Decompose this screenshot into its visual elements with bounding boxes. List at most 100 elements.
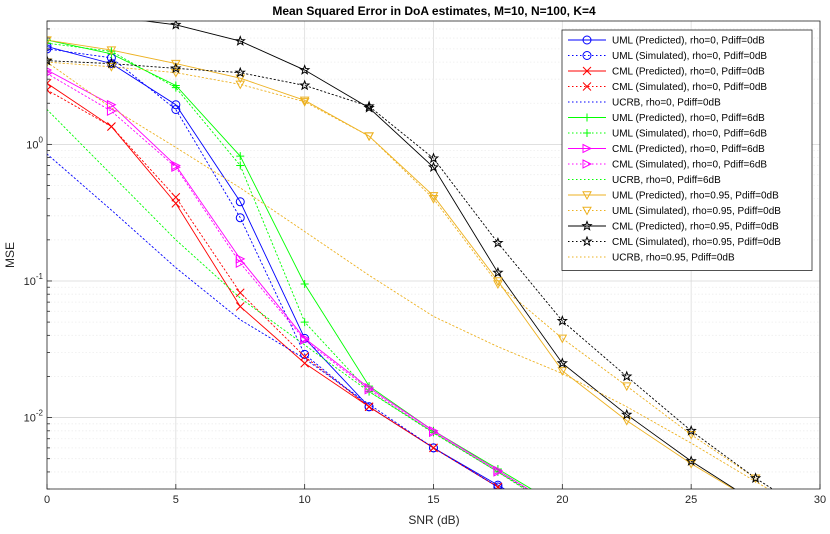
- series-14-point: [170, 62, 182, 74]
- series-11-point: [428, 192, 439, 201]
- legend-marker: [582, 51, 592, 60]
- series-8-point: [106, 99, 117, 110]
- series-14-point: [621, 370, 633, 382]
- series-12-point: [493, 280, 503, 290]
- series-2-point: [235, 213, 245, 223]
- series-4-point: [300, 352, 310, 361]
- series-4-point: [171, 192, 181, 202]
- legend-marker: [583, 113, 591, 122]
- x-axis-label: SNR (dB): [408, 513, 459, 527]
- series-12-point: [170, 68, 181, 78]
- y-axis-label: MSE: [3, 242, 17, 268]
- legend-entry: CML (Simulated), rho=0, Pdiff=0dB: [612, 82, 767, 93]
- series-7-point: [171, 83, 180, 92]
- legend-box: [561, 29, 813, 271]
- legend-entry: CML (Predicted), rho=0, Pdiff=0dB: [612, 67, 765, 78]
- legend-entry: CML (Predicted), rho=0.95, Pdiff=0dB: [612, 222, 779, 233]
- series-9-point: [106, 106, 117, 116]
- legend-marker: [582, 191, 592, 201]
- legend-entry: UML (Predicted), rho=0, Pdiff=6dB: [612, 113, 765, 124]
- x-tick-label: 5: [173, 494, 179, 506]
- y-tick-exponent: 0: [39, 135, 44, 144]
- legend-marker: [581, 235, 593, 247]
- series-14-point: [685, 424, 697, 436]
- legend: UML (Predicted), rho=0, Pdiff=0dB UML (Si…: [561, 29, 813, 271]
- series-line-11: [47, 39, 735, 489]
- x-tick-label: 25: [685, 494, 697, 506]
- series-12-point: [621, 382, 632, 392]
- series-13-point: [299, 64, 311, 75]
- series-9-point: [429, 427, 439, 438]
- series-4-point: [47, 85, 52, 95]
- series-2-point: [364, 402, 374, 412]
- legend-entry: UCRB, rho=0, Pdiff=6dB: [612, 175, 721, 186]
- legend-marker: [582, 35, 592, 45]
- legend-entry: UML (Predicted), rho=0, Pdiff=0dB: [612, 36, 765, 47]
- y-tick-base: 10: [24, 413, 36, 425]
- series-3-point: [300, 358, 310, 368]
- series-4-point: [429, 443, 438, 453]
- y-tick-exponent: -1: [36, 272, 44, 281]
- series-7-point: [236, 161, 245, 170]
- series-14-point: [556, 314, 568, 326]
- series-3-point: [47, 78, 52, 88]
- series-2-point: [47, 44, 52, 54]
- series-12-point: [428, 195, 439, 204]
- series-4-point: [107, 122, 116, 131]
- series-1-point: [47, 42, 52, 52]
- series-line-2: [47, 48, 502, 489]
- series-line-10: [47, 109, 526, 489]
- series-11-point: [106, 46, 117, 56]
- legend-entry: UML (Simulated), rho=0, Pdiff=0dB: [612, 51, 767, 62]
- series-12-point: [299, 98, 310, 107]
- series-14-point: [427, 152, 440, 164]
- legend-marker: [582, 159, 593, 169]
- series-9-point: [235, 258, 246, 268]
- legend-entry: CML (Simulated), rho=0, Pdiff=6dB: [612, 160, 767, 171]
- series-13-point: [427, 161, 440, 173]
- x-tick-label: 20: [556, 494, 568, 506]
- series-4-point: [493, 482, 503, 489]
- series-14-point: [234, 66, 246, 78]
- legend-marker: [581, 220, 593, 231]
- y-tick-base: 10: [24, 276, 36, 288]
- chart-title: Mean Squared Error in DoA estimates, M=1…: [272, 4, 596, 18]
- y-tick-label: 10-2: [24, 409, 44, 425]
- series-2-point: [493, 482, 503, 489]
- series-14-point: [299, 79, 311, 91]
- series-13-point: [685, 455, 697, 466]
- series-11-point: [170, 59, 181, 69]
- legend-marker: [582, 206, 592, 216]
- series-4-point: [235, 288, 245, 298]
- y-tick-label: 10-1: [24, 272, 44, 288]
- legend-entry: CML (Predicted), rho=0, Pdiff=6dB: [612, 144, 765, 155]
- legend-marker: [582, 82, 592, 91]
- x-tick-label: 15: [427, 494, 439, 506]
- legend-entry: UML (Predicted), rho=0.95, Pdiff=0dB: [612, 191, 779, 202]
- series-12-point: [557, 334, 568, 344]
- series-9-point: [364, 384, 375, 395]
- series-13-point: [621, 408, 633, 420]
- series-3-point: [235, 302, 245, 311]
- series-13-point: [234, 35, 246, 46]
- series-14-point: [749, 472, 762, 483]
- series-6-point: [236, 152, 245, 161]
- series-9-point: [300, 335, 310, 345]
- series-11-point: [299, 96, 310, 106]
- series-14-point: [363, 100, 375, 112]
- series-13-point: [363, 101, 375, 113]
- series-2-point: [300, 349, 310, 359]
- series-14-point: [105, 57, 118, 69]
- series-11-point: [621, 416, 632, 426]
- series-1-point: [171, 100, 181, 110]
- series-12-point: [235, 80, 246, 90]
- series-2-point: [171, 104, 181, 114]
- series-markers: [47, 21, 762, 489]
- series-14-point: [492, 236, 504, 248]
- series-13-point: [556, 357, 568, 369]
- series-9-point: [493, 467, 504, 477]
- x-tick-label: 10: [299, 494, 311, 506]
- series-9-point: [171, 162, 181, 173]
